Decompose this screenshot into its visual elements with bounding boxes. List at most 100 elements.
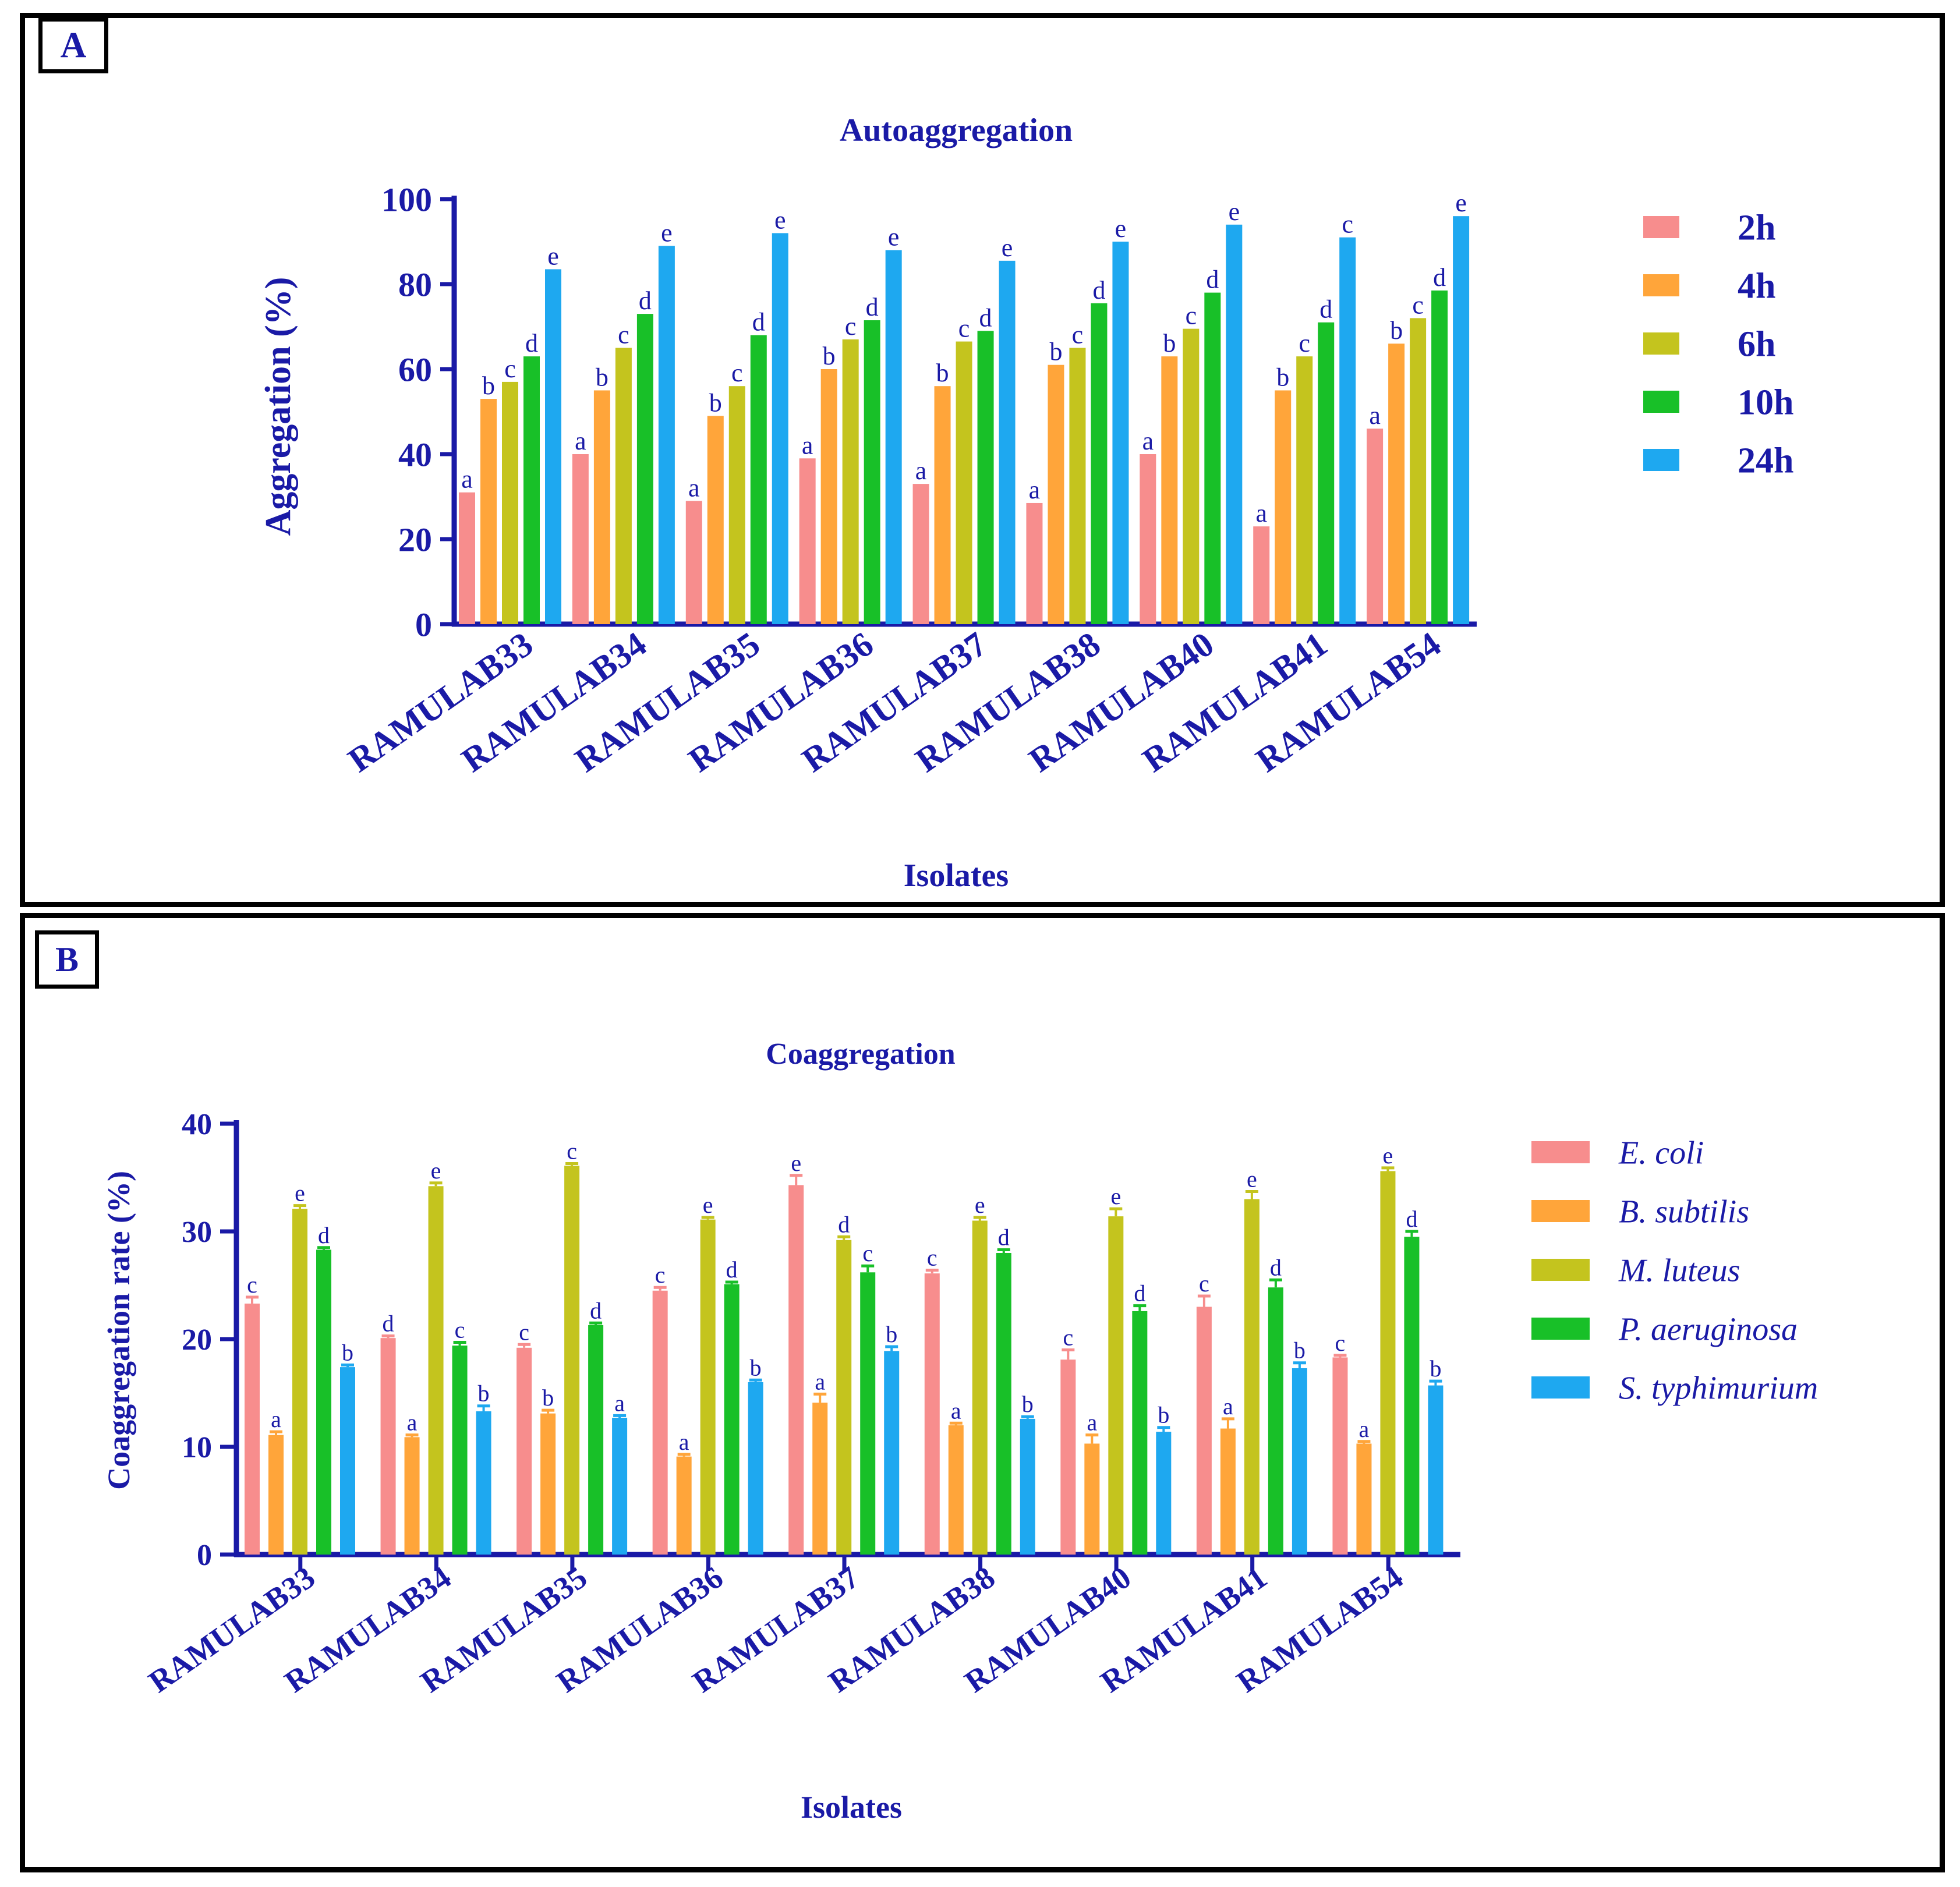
bar — [924, 1273, 940, 1555]
y-tick-label: 0 — [415, 606, 432, 643]
significance-letter: a — [1029, 476, 1041, 504]
bar — [636, 314, 653, 624]
bar — [885, 250, 902, 625]
bar — [1069, 348, 1086, 624]
bar — [999, 260, 1016, 625]
bar — [1196, 1307, 1212, 1555]
significance-letter: e — [431, 1157, 441, 1184]
x-axis-label: Isolates — [904, 858, 1009, 894]
bar — [1367, 429, 1384, 624]
significance-letter: e — [547, 242, 559, 270]
bar — [1156, 1432, 1172, 1555]
bar — [523, 356, 540, 624]
bar — [1048, 364, 1064, 624]
bar — [1410, 318, 1427, 624]
legend-swatch — [1531, 1318, 1590, 1340]
bar — [724, 1284, 740, 1555]
bar — [799, 458, 816, 624]
bar — [788, 1185, 804, 1555]
significance-letter: e — [661, 218, 673, 247]
y-tick-label: 10 — [182, 1431, 212, 1464]
bar — [1204, 292, 1221, 625]
significance-letter: c — [1342, 210, 1353, 239]
bar — [707, 416, 724, 624]
bar — [1292, 1368, 1307, 1555]
bar — [1112, 242, 1129, 624]
significance-letter: b — [1390, 316, 1403, 345]
bar — [977, 331, 994, 624]
significance-letter: a — [461, 465, 473, 494]
bar — [1339, 237, 1356, 624]
legend-label: E. coli — [1618, 1135, 1704, 1171]
bar — [1253, 526, 1270, 624]
bar — [864, 320, 880, 624]
chart-title: Coaggregation — [766, 1038, 956, 1071]
significance-letter: b — [886, 1321, 897, 1347]
significance-letter: d — [752, 308, 765, 337]
legend-label: 6h — [1738, 325, 1775, 364]
bar — [428, 1186, 444, 1555]
significance-letter: a — [802, 431, 813, 459]
significance-letter: b — [709, 388, 722, 417]
legend-swatch — [1531, 1200, 1590, 1222]
significance-letter: d — [383, 1310, 394, 1336]
panel-b-label: B — [35, 930, 99, 989]
legend-label: 4h — [1738, 267, 1775, 306]
significance-letter: a — [1359, 1416, 1370, 1442]
significance-letter: d — [525, 329, 538, 357]
bar — [1318, 322, 1335, 624]
significance-letter: d — [726, 1256, 738, 1283]
bar — [1183, 328, 1200, 624]
bar — [820, 369, 837, 624]
significance-letter: d — [1134, 1280, 1145, 1307]
significance-letter: d — [838, 1211, 850, 1237]
bar — [245, 1303, 260, 1555]
significance-letter: c — [845, 312, 857, 341]
bar — [516, 1347, 532, 1555]
significance-letter: c — [504, 355, 516, 383]
significance-letter: d — [1433, 263, 1446, 292]
bar — [685, 501, 702, 624]
significance-letter: b — [478, 1380, 490, 1407]
bar — [1226, 224, 1243, 624]
legend-swatch — [1531, 1376, 1590, 1399]
significance-letter: e — [703, 1192, 713, 1218]
legend-label: 24h — [1738, 441, 1793, 481]
legend-label: S. typhimurium — [1619, 1371, 1818, 1407]
significance-letter: e — [1229, 197, 1240, 226]
y-tick-label: 0 — [197, 1539, 212, 1572]
bar — [340, 1367, 355, 1555]
significance-letter: d — [1092, 276, 1105, 305]
bar — [1060, 1360, 1076, 1555]
bar — [1431, 290, 1448, 624]
bar — [612, 1418, 628, 1555]
significance-letter: d — [1319, 295, 1332, 324]
bar — [1026, 502, 1043, 624]
significance-letter: c — [247, 1272, 257, 1298]
y-tick-label: 60 — [398, 351, 432, 388]
bar — [1404, 1237, 1420, 1555]
bar — [615, 348, 632, 624]
bar — [1296, 356, 1313, 624]
significance-letter: a — [815, 1368, 825, 1394]
legend-swatch — [1643, 332, 1679, 355]
significance-letter: a — [951, 1397, 961, 1424]
significance-letter: c — [655, 1262, 666, 1288]
legend-swatch — [1531, 1259, 1590, 1281]
bar — [1084, 1443, 1100, 1555]
significance-letter: a — [271, 1406, 281, 1432]
significance-letter: e — [1247, 1166, 1257, 1192]
significance-letter: b — [936, 359, 949, 387]
significance-letter: e — [774, 206, 786, 234]
significance-letter: b — [823, 342, 836, 370]
bar — [1244, 1199, 1260, 1555]
significance-letter: e — [1002, 233, 1013, 262]
bar — [884, 1351, 900, 1555]
legend-label: 2h — [1738, 208, 1775, 248]
significance-letter: c — [958, 314, 970, 343]
significance-letter: a — [915, 456, 927, 485]
significance-letter: c — [927, 1245, 937, 1271]
significance-letter: d — [1206, 265, 1219, 294]
